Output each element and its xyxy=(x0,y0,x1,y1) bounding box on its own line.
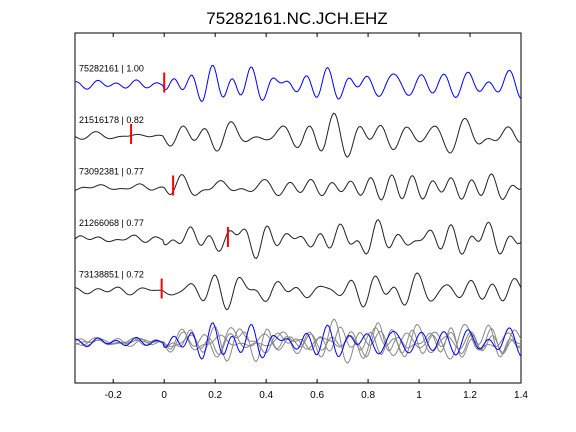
trace-5 xyxy=(74,272,522,311)
trace-label-5: 73138851 | 0.72 xyxy=(79,270,144,280)
overlay-trace-5 xyxy=(74,323,522,362)
x-tick-label-3: 0.4 xyxy=(259,390,273,401)
traces-group xyxy=(74,64,522,364)
x-tick-label-0: -0.2 xyxy=(105,390,123,401)
overlay-reference-trace xyxy=(75,322,522,360)
x-tick-label-6: 1 xyxy=(416,390,422,401)
chart-title: 75282161.NC.JCH.EHZ xyxy=(206,9,387,28)
x-tick-label-1: 0 xyxy=(161,390,167,401)
x-tick-label-2: 0.2 xyxy=(208,390,222,401)
overlay-trace-2 xyxy=(74,318,522,364)
plot-frame xyxy=(74,32,522,384)
x-tick-label-5: 0.8 xyxy=(361,390,375,401)
x-axis: -0.2 0 0.2 0.4 0.6 0.8 1 1.2 1.4 xyxy=(105,33,528,401)
trace-1 xyxy=(75,64,522,103)
x-tick-label-8: 1.4 xyxy=(514,390,528,401)
trace-4 xyxy=(74,218,522,259)
trace-labels-group: 75282161 | 1.00 21516178 | 0.82 73092381 |… xyxy=(79,64,144,280)
trace-3 xyxy=(74,173,522,201)
x-tick-label-4: 0.6 xyxy=(310,390,324,401)
trace-2 xyxy=(74,112,522,158)
trace-label-4: 21266068 | 0.77 xyxy=(79,218,144,228)
pick-markers-group xyxy=(130,72,229,299)
trace-label-1: 75282161 | 1.00 xyxy=(79,64,144,74)
x-tick-label-7: 1.2 xyxy=(463,390,477,401)
trace-label-2: 21516178 | 0.82 xyxy=(79,115,144,125)
trace-label-3: 73092381 | 0.77 xyxy=(79,167,144,177)
